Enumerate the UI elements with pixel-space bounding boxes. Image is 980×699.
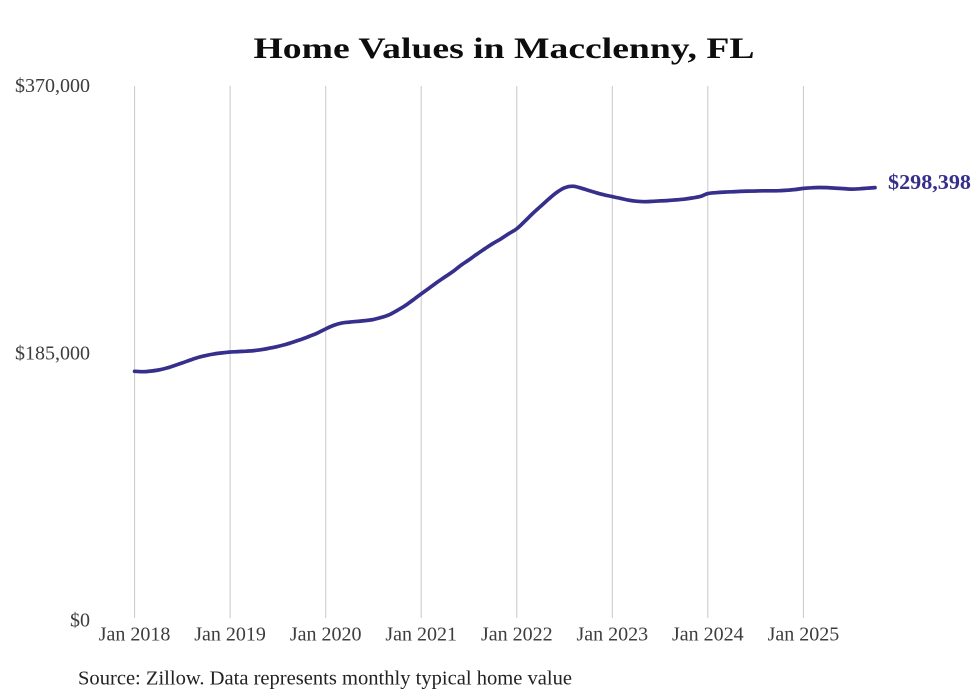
svg-text:Source: Zillow. Data represent: Source: Zillow. Data represents monthly … [78,668,572,690]
svg-text:Home Values in Macclenny, FL: Home Values in Macclenny, FL [254,32,755,65]
svg-text:$298,398: $298,398 [888,170,971,194]
svg-text:Jan 2021: Jan 2021 [385,624,457,646]
svg-text:Jan 2020: Jan 2020 [290,624,362,646]
svg-text:Jan 2022: Jan 2022 [481,624,553,646]
svg-text:Jan 2023: Jan 2023 [576,624,648,646]
svg-text:Jan 2025: Jan 2025 [768,624,840,646]
svg-text:$370,000: $370,000 [15,75,90,97]
svg-text:Jan 2024: Jan 2024 [672,624,744,646]
svg-text:Jan 2019: Jan 2019 [194,624,266,646]
svg-text:$185,000: $185,000 [15,342,90,364]
svg-text:$0: $0 [70,610,90,632]
svg-text:Jan 2018: Jan 2018 [99,624,171,646]
